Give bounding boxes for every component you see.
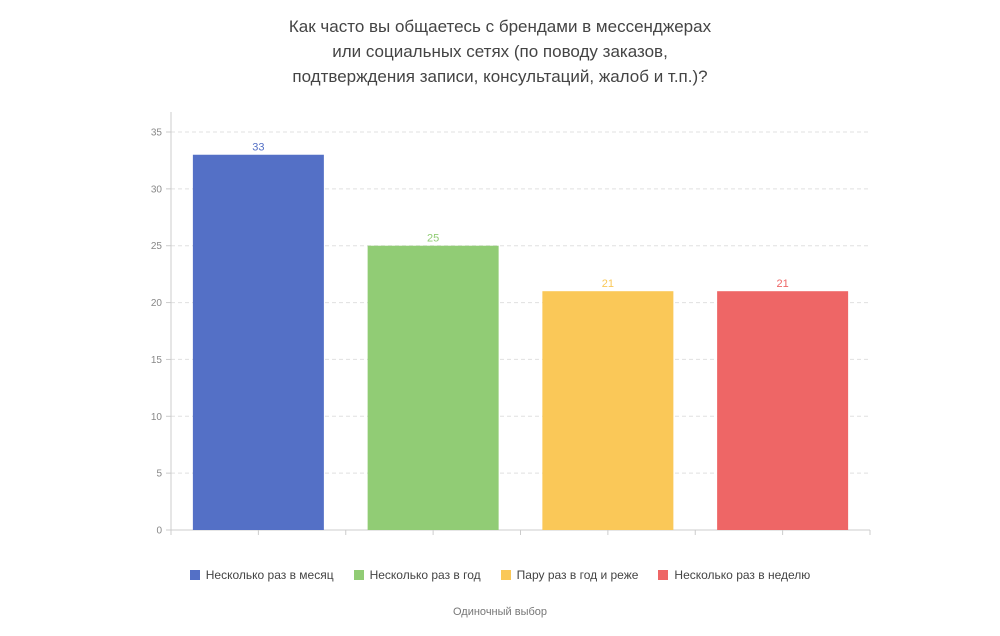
legend-swatch: [189, 570, 200, 580]
y-tick-label: 10: [151, 412, 163, 423]
bar: [192, 154, 324, 530]
legend-label: Несколько раз в год: [369, 568, 481, 582]
legend-item[interactable]: Несколько раз в месяц: [189, 568, 334, 582]
data-label: 33: [252, 142, 264, 154]
chart-title-line: подтверждения записи, консультаций, жало…: [292, 67, 708, 86]
chart-legend: Несколько раз в месяц Несколько раз в го…: [0, 568, 1000, 582]
legend-label: Несколько раз в неделю: [674, 568, 811, 582]
legend-item[interactable]: Несколько раз в год: [353, 568, 481, 582]
y-tick-label: 30: [151, 184, 163, 195]
bar: [542, 291, 674, 530]
legend-label: Пару раз в год и реже: [516, 568, 639, 582]
legend-swatch: [500, 570, 511, 580]
legend-swatch: [353, 570, 364, 580]
y-tick-label: 20: [151, 298, 163, 309]
data-label: 25: [427, 233, 439, 245]
bar: [367, 245, 499, 530]
chart-title-line: Как часто вы общаетесь с брендами в месс…: [288, 17, 712, 36]
chart-title-line: или социальных сетях (по поводу заказов,: [332, 42, 668, 61]
legend-label: Несколько раз в месяц: [205, 568, 334, 582]
y-tick-label: 5: [156, 469, 162, 480]
chart-footer-note: Одиночный выбор: [452, 606, 548, 618]
y-tick-label: 15: [151, 355, 163, 366]
y-tick-label: 25: [151, 241, 163, 252]
chart-title: Как часто вы общаетесь с брендами в месс…: [0, 14, 1000, 89]
data-label: 21: [602, 278, 614, 290]
y-tick-label: 0: [156, 526, 162, 537]
legend-swatch: [658, 570, 669, 580]
data-label: 21: [777, 278, 789, 290]
y-tick-label: 35: [151, 128, 163, 139]
legend-item[interactable]: Несколько раз в неделю: [658, 568, 810, 582]
legend-item[interactable]: Пару раз в год и реже: [500, 568, 639, 582]
bar: [717, 291, 849, 530]
